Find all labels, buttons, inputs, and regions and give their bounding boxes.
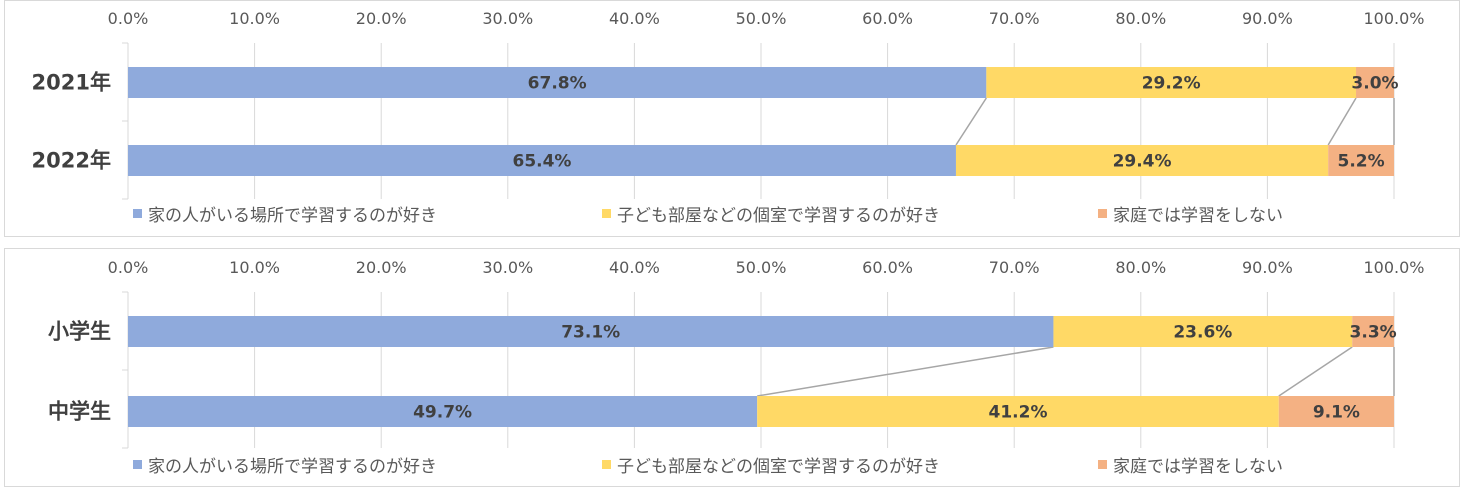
legend-label: 家の人がいる場所で学習するのが好き	[148, 206, 437, 226]
bar-segment	[1356, 67, 1394, 98]
bar-segment	[955, 145, 1329, 176]
category-label: 小学生	[48, 320, 111, 344]
chart-school: 0.0% 10.0% 20.0% 30.0% 40.0% 50.0% 60.0% 70.0% 8…	[48, 258, 1425, 449]
x-tick-label: 40.0%	[609, 9, 660, 28]
legend-item-no-study: 家庭では学習をしない	[1098, 201, 1283, 226]
x-tick-label: 0.0%	[108, 258, 149, 277]
data-label: 23.6%	[1173, 323, 1232, 343]
series-line	[757, 346, 1054, 397]
data-label: 73.1%	[561, 323, 620, 343]
series-line	[1327, 97, 1357, 146]
legend-swatch	[1098, 209, 1107, 218]
x-tick-label: 30.0%	[482, 258, 533, 277]
x-tick-label: 0.0%	[108, 9, 149, 28]
x-tick-label: 50.0%	[736, 9, 787, 28]
legend-swatch	[133, 209, 142, 218]
x-tick-label: 50.0%	[736, 258, 787, 277]
bar-segment	[1352, 316, 1394, 347]
bar-segment	[128, 67, 987, 98]
bar-segment	[757, 396, 1279, 427]
chart-panel-year: 0.0% 10.0% 20.0% 30.0% 40.0% 50.0% 60.0% 70.0% 8…	[4, 0, 1460, 237]
x-tick-label: 10.0%	[229, 258, 280, 277]
category-label: 2021年	[32, 71, 111, 95]
chart-panel-school: 0.0% 10.0% 20.0% 30.0% 40.0% 50.0% 60.0% 70.0% 8…	[4, 248, 1460, 487]
data-label: 9.1%	[1313, 403, 1360, 423]
legend-swatch	[602, 209, 611, 218]
legend-item-no-study: 家庭では学習をしない	[1098, 452, 1283, 477]
data-label: 29.4%	[1113, 152, 1172, 172]
legend-swatch	[602, 460, 611, 469]
x-tick-label: 100.0%	[1363, 9, 1424, 28]
series-line	[1278, 346, 1353, 397]
x-tick-label: 80.0%	[1115, 9, 1166, 28]
category-label: 中学生	[48, 400, 111, 424]
x-tick-label: 90.0%	[1242, 9, 1293, 28]
legend-label: 子ども部屋などの個室で学習するのが好き	[617, 206, 940, 226]
x-tick-label: 40.0%	[609, 258, 660, 277]
data-label: 5.2%	[1338, 152, 1385, 172]
data-label: 49.7%	[413, 403, 472, 423]
data-label: 3.3%	[1350, 323, 1397, 343]
x-tick-label: 30.0%	[482, 9, 533, 28]
chart-year: 0.0% 10.0% 20.0% 30.0% 40.0% 50.0% 60.0% 70.0% 8…	[32, 9, 1425, 200]
x-tick-label: 70.0%	[989, 9, 1040, 28]
legend-item-living-room: 家の人がいる場所で学習するのが好き	[133, 452, 437, 477]
legend-swatch	[1098, 460, 1107, 469]
bar-segment	[1328, 145, 1394, 176]
x-tick-label: 20.0%	[356, 258, 407, 277]
legend-item-private-room: 子ども部屋などの個室で学習するのが好き	[602, 201, 940, 226]
x-tick-label: 80.0%	[1115, 258, 1166, 277]
data-label: 41.2%	[989, 403, 1048, 423]
legend-label: 家庭では学習をしない	[1113, 457, 1283, 477]
data-label: 65.4%	[512, 152, 571, 172]
data-label: 3.0%	[1351, 74, 1398, 94]
legend-label: 家の人がいる場所で学習するのが好き	[148, 457, 437, 477]
bar-segment	[128, 396, 758, 427]
bar-segment	[1278, 396, 1394, 427]
series-line	[955, 97, 987, 146]
category-label: 2022年	[32, 149, 111, 173]
data-label: 29.2%	[1142, 74, 1201, 94]
legend-item-private-room: 子ども部屋などの個室で学習するのが好き	[602, 452, 940, 477]
x-tick-label: 70.0%	[989, 258, 1040, 277]
bar-segment	[1053, 316, 1353, 347]
legend-item-living-room: 家の人がいる場所で学習するのが好き	[133, 201, 437, 226]
data-label: 67.8%	[528, 74, 587, 94]
x-tick-label: 60.0%	[862, 9, 913, 28]
bar-segment	[128, 145, 956, 176]
x-tick-label: 100.0%	[1363, 258, 1424, 277]
legend-label: 子ども部屋などの個室で学習するのが好き	[617, 457, 940, 477]
x-tick-label: 10.0%	[229, 9, 280, 28]
x-tick-label: 60.0%	[862, 258, 913, 277]
bar-segment	[986, 67, 1357, 98]
legend-swatch	[133, 460, 142, 469]
x-tick-label: 20.0%	[356, 9, 407, 28]
legend-label: 家庭では学習をしない	[1113, 206, 1283, 226]
bar-segment	[128, 316, 1054, 347]
x-tick-label: 90.0%	[1242, 258, 1293, 277]
